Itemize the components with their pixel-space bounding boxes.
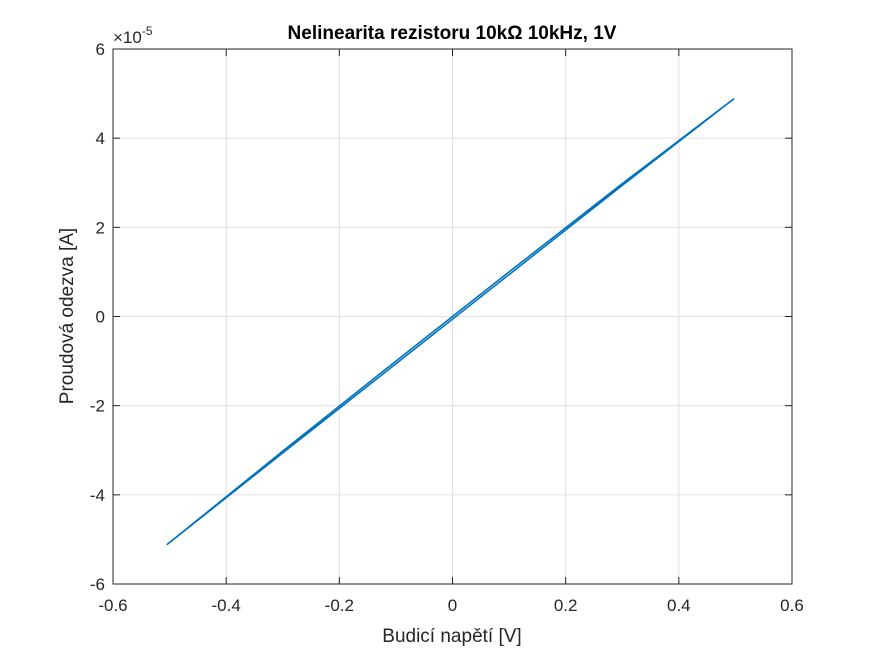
- x-tick-labels: -0.6 -0.4 -0.2 0 0.2 0.4 0.6: [98, 596, 803, 615]
- y-tick-label: -4: [90, 486, 105, 505]
- x-axis-label: Budicí napětí [V]: [382, 626, 521, 647]
- x-tick-label: -0.2: [325, 596, 354, 615]
- x-tick-label: 0.2: [554, 596, 578, 615]
- y-exponent-power: -5: [142, 24, 153, 38]
- chart-title: Nelinearita rezistoru 10kΩ 10kHz, 1V: [288, 23, 617, 44]
- x-tick-label: -0.4: [212, 596, 241, 615]
- y-exponent-base: ×10: [113, 28, 142, 47]
- y-tick-label: 0: [96, 308, 105, 327]
- y-exponent-label: ×10-5: [113, 24, 153, 47]
- x-tick-label: 0.6: [780, 596, 804, 615]
- x-tick-label: 0.4: [667, 596, 691, 615]
- y-tick-label: -2: [90, 397, 105, 416]
- x-tick-label: 0: [448, 596, 457, 615]
- y-tick-label: -6: [90, 575, 105, 594]
- y-axis-label: Proudová odezva [A]: [57, 228, 78, 404]
- tick-marks: [112, 48, 793, 585]
- y-tick-label: 2: [96, 218, 105, 237]
- y-tick-label: 4: [96, 129, 105, 148]
- y-tick-labels: -6 -4 -2 0 2 4 6: [90, 40, 105, 594]
- series-layer: [166, 98, 735, 546]
- x-tick-label: -0.6: [98, 596, 127, 615]
- y-tick-label: 6: [96, 40, 105, 59]
- series-line: [166, 98, 735, 546]
